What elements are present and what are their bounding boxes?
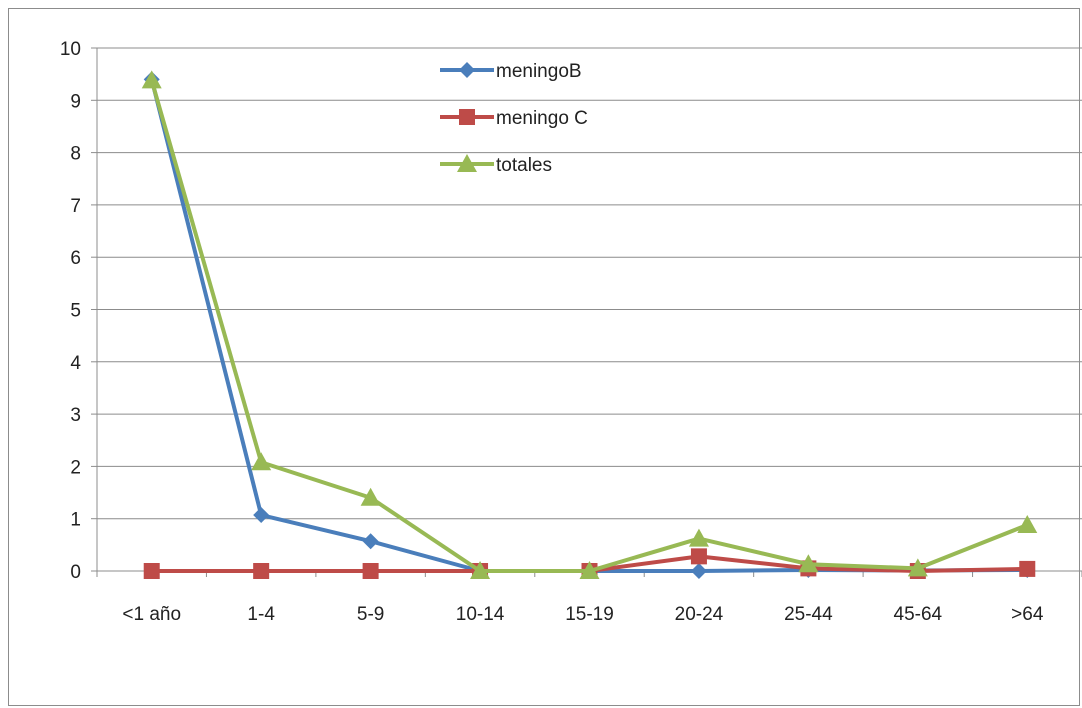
chart-frame (8, 8, 1080, 706)
y-axis: 0 1 2 3 4 5 6 7 8 9 10 (60, 39, 98, 583)
series-meningob (143, 71, 1036, 579)
data-point (907, 558, 928, 577)
data-point (253, 507, 270, 524)
data-point (688, 528, 709, 547)
y-tick-label: 7 (70, 196, 81, 217)
y-tick-label: 2 (70, 457, 81, 478)
series-line (149, 78, 1028, 573)
x-tick-label: <1 año (122, 604, 181, 625)
data-point (1019, 560, 1036, 577)
legend-label: totales (496, 155, 552, 176)
legend-item: totales (440, 154, 552, 176)
data-point (690, 548, 707, 565)
x-tick-label: 25-44 (784, 604, 833, 625)
x-tick-label: 1-4 (247, 604, 275, 625)
x-tick-label: 20-24 (675, 604, 724, 625)
data-point (360, 487, 381, 506)
legend: meningoB meningo C totales (440, 61, 588, 176)
legend-label: meningo C (496, 108, 588, 129)
legend-item: meningo C (440, 108, 588, 129)
y-tick-label: 4 (70, 353, 81, 374)
y-tick-label: 5 (70, 301, 81, 322)
y-tick-label: 0 (70, 562, 81, 583)
data-point (1017, 514, 1038, 533)
series-totales (141, 70, 1038, 579)
legend-marker (459, 62, 475, 78)
series-layer (141, 70, 1038, 579)
legend-marker (457, 154, 477, 172)
x-tick-label: 5-9 (357, 604, 384, 625)
data-point (690, 563, 707, 579)
data-point (470, 561, 491, 579)
y-tick-label: 9 (70, 91, 81, 112)
data-point (141, 70, 162, 89)
data-point (253, 563, 270, 579)
y-tick-label: 1 (70, 510, 81, 531)
series-line (149, 79, 1029, 573)
data-point (362, 563, 379, 579)
legend-label: meningoB (496, 61, 582, 82)
y-tick-label: 3 (70, 405, 81, 426)
legend-marker (459, 109, 475, 125)
x-axis: <1 año 1-4 5-9 10-14 15-19 20-24 25-44 45-64 >64 (96, 570, 1082, 625)
y-tick-label: 10 (60, 39, 81, 60)
x-tick-label: 45-64 (894, 604, 943, 625)
data-point (579, 561, 600, 579)
data-point (362, 533, 379, 550)
data-point (798, 554, 819, 573)
x-tick-label: 15-19 (565, 604, 614, 625)
y-tick-label: 8 (70, 144, 81, 165)
y-tick-label: 6 (70, 248, 81, 269)
data-point (143, 563, 160, 579)
x-tick-label: 10-14 (456, 604, 505, 625)
data-point (251, 452, 272, 471)
legend-item: meningoB (440, 61, 582, 82)
x-tick-label: >64 (1011, 604, 1044, 625)
